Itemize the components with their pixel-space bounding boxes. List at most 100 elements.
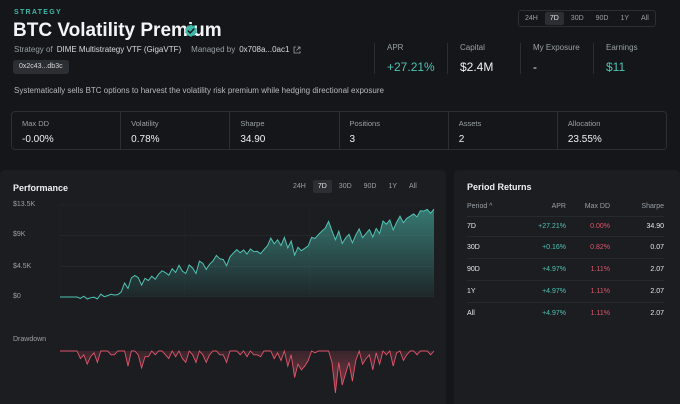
period-returns-title: Period Returns	[467, 182, 532, 192]
kpi-label: My Exposure	[533, 43, 580, 52]
divider	[467, 302, 664, 303]
period-cell: 30D	[467, 244, 480, 251]
perf-range-button-7d[interactable]: 7D	[312, 180, 332, 193]
kpi-value: $11	[606, 60, 626, 74]
drawdown-label: Drawdown	[13, 336, 47, 343]
header-time-range: 24H 7D 30D 90D 1Y All	[518, 10, 656, 27]
manager-address-link[interactable]: 0x708a...0ac1	[239, 45, 290, 54]
performance-area	[60, 209, 434, 299]
max-dd-cell: 1.11%	[590, 288, 610, 295]
kpi-value: -	[533, 60, 537, 74]
divider	[467, 216, 664, 217]
performance-time-range: 24H 7D 30D 90D 1Y All	[288, 180, 422, 193]
sharpe-cell: 2.07	[650, 288, 664, 295]
metric-volatility: Volatility 0.78%	[120, 112, 229, 149]
kpi-value: +27.21%	[387, 60, 435, 74]
metric-value: -0.00%	[22, 134, 54, 145]
managed-by-label: Managed by	[191, 45, 236, 54]
metric-label: Allocation	[567, 119, 601, 128]
kpi-value: $2.4M	[460, 60, 494, 74]
period-cell: 90D	[467, 266, 480, 273]
metric-value: 2	[458, 134, 465, 145]
metric-sharpe: Sharpe 34.90	[229, 112, 338, 149]
metric-label: Max DD	[22, 119, 50, 128]
apr-cell: +4.97%	[542, 266, 566, 273]
table-row[interactable]: All +4.97% 1.11% 2.07	[467, 310, 664, 317]
y-tick-label: $4.5K	[13, 263, 32, 270]
sharpe-cell: 2.07	[650, 266, 664, 273]
sharpe-cell: 34.90	[646, 223, 664, 230]
metric-label: Sharpe	[240, 119, 265, 128]
table-row[interactable]: 30D +0.16% 0.82% 0.07	[467, 244, 664, 251]
kpi-apr: APR +27.21%	[374, 43, 447, 74]
strategy-of-label: Strategy of	[14, 45, 53, 54]
performance-title: Performance	[13, 183, 69, 193]
sharpe-cell: 2.07	[650, 310, 664, 317]
contract-address-chip[interactable]: 0x2c43...db3c	[13, 60, 69, 74]
metric-label: Volatility	[131, 119, 159, 128]
period-cell: All	[467, 310, 475, 317]
performance-line	[60, 208, 435, 300]
divider	[467, 236, 664, 237]
range-button-24h[interactable]: 24H	[525, 15, 538, 22]
page-title: BTC Volatility Premium	[13, 20, 222, 41]
metric-positions: Positions 3	[338, 112, 448, 149]
metric-value: 34.90	[240, 134, 266, 145]
metric-max-dd: Max DD -0.00%	[12, 112, 120, 149]
max-dd-cell: 1.11%	[590, 266, 610, 273]
kpi-label: Capital	[460, 43, 485, 52]
table-row[interactable]: 90D +4.97% 1.11% 2.07	[467, 266, 664, 273]
metric-value: 0.78%	[131, 134, 160, 145]
period-cell: 7D	[467, 223, 476, 230]
drawdown-line	[60, 349, 435, 394]
kpi-row: APR +27.21% Capital $2.4M My Exposure - …	[374, 43, 663, 74]
external-link-icon[interactable]	[293, 46, 301, 54]
perf-range-button-90d[interactable]: 90D	[363, 183, 377, 190]
sharpe-cell: 0.07	[650, 244, 664, 251]
drawdown-area	[60, 351, 434, 393]
col-apr[interactable]: APR	[551, 203, 566, 210]
apr-cell: +4.97%	[542, 288, 566, 295]
strategy-description: Systematically sells BTC options to harv…	[14, 86, 384, 95]
apr-cell: +27.21%	[538, 223, 566, 230]
range-button-all[interactable]: All	[641, 15, 649, 22]
parent-strategy-link[interactable]: DIME Multistrategy VTF (GigaVTF)	[56, 45, 182, 54]
verified-icon	[185, 24, 197, 37]
kpi-my-exposure: My Exposure -	[520, 43, 593, 74]
perf-range-button-24h[interactable]: 24H	[293, 183, 306, 190]
col-period-sort[interactable]: Period ^	[467, 203, 493, 210]
strategy-meta: Strategy of DIME Multistrategy VTF (Giga…	[14, 45, 301, 54]
metric-value: 3	[349, 134, 356, 145]
kpi-earnings: Earnings $11	[593, 43, 663, 74]
col-max-dd[interactable]: Max DD	[584, 203, 610, 210]
perf-range-button-all[interactable]: All	[409, 183, 417, 190]
apr-cell: +4.97%	[542, 310, 566, 317]
max-dd-cell: 0.82%	[590, 244, 610, 251]
metric-label: Positions	[349, 119, 380, 128]
perf-range-button-30d[interactable]: 30D	[338, 183, 352, 190]
range-button-7d[interactable]: 7D	[544, 12, 564, 25]
apr-cell: +0.16%	[542, 244, 566, 251]
returns-table-header: Period ^ APR Max DD Sharpe	[467, 203, 664, 210]
range-button-90d[interactable]: 90D	[595, 15, 609, 22]
metric-allocation: Allocation 23.55%	[556, 112, 666, 149]
metric-label: Assets	[458, 119, 482, 128]
metric-assets: Assets 2	[447, 112, 557, 149]
max-dd-cell: 0.00%	[590, 223, 610, 230]
strategy-eyebrow: STRATEGY	[14, 9, 62, 16]
perf-range-button-1y[interactable]: 1Y	[388, 183, 398, 190]
divider	[467, 258, 664, 259]
range-button-1y[interactable]: 1Y	[620, 15, 630, 22]
metric-value: 23.55%	[567, 134, 602, 145]
table-row[interactable]: 1Y +4.97% 1.11% 2.07	[467, 288, 664, 295]
table-row[interactable]: 7D +27.21% 0.00% 34.90	[467, 223, 664, 230]
range-button-30d[interactable]: 30D	[570, 15, 584, 22]
kpi-label: Earnings	[606, 43, 638, 52]
y-tick-label: $9K	[13, 231, 26, 238]
col-sharpe[interactable]: Sharpe	[641, 203, 664, 210]
kpi-label: APR	[387, 43, 404, 52]
max-dd-cell: 1.11%	[590, 310, 610, 317]
kpi-capital: Capital $2.4M	[447, 43, 520, 74]
y-tick-label: $0	[13, 293, 21, 300]
